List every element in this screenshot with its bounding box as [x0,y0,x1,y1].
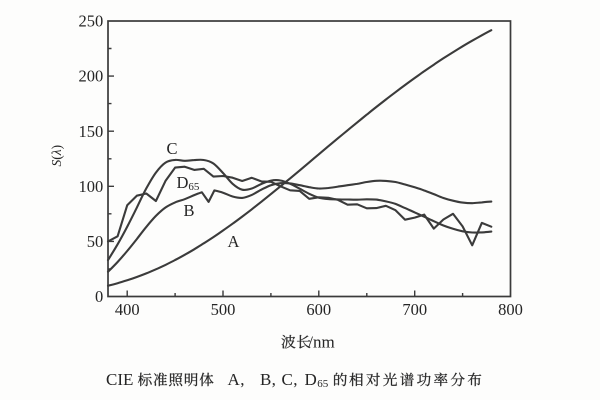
svg-text:A: A [228,232,240,251]
svg-text:D: D [305,370,317,389]
svg-text:,: , [293,370,297,389]
svg-text:600: 600 [306,300,331,319]
svg-text:A: A [228,370,241,389]
svg-text:150: 150 [79,122,104,141]
svg-text:C: C [166,139,177,158]
svg-text:B: B [183,201,194,220]
svg-text:50: 50 [87,232,104,251]
svg-text:,: , [272,370,276,389]
svg-text:,: , [240,370,244,389]
svg-text:400: 400 [115,300,140,319]
svg-text:700: 700 [402,300,427,319]
svg-text:800: 800 [498,300,523,319]
svg-text:500: 500 [211,300,236,319]
svg-text:C: C [282,370,293,389]
svg-text:0: 0 [95,287,103,306]
svg-text:100: 100 [79,177,104,196]
svg-text:B: B [260,370,271,389]
svg-text:/nm: /nm [308,332,334,351]
svg-text:CIE: CIE [106,370,133,389]
svg-text:250: 250 [79,12,104,31]
svg-text:S(λ): S(λ) [49,145,64,167]
svg-text:200: 200 [79,67,104,86]
svg-text:65: 65 [317,378,329,390]
